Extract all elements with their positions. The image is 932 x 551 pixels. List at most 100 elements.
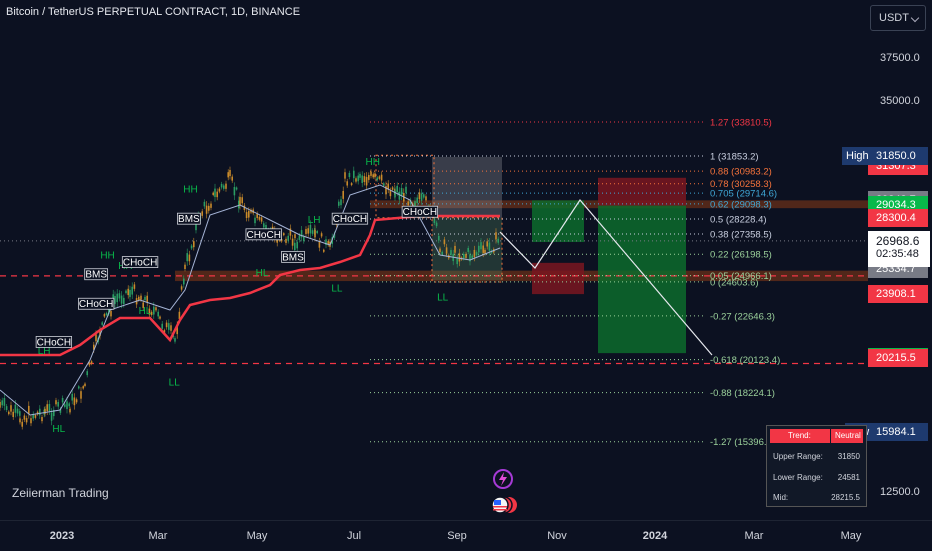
candle-body bbox=[348, 172, 351, 178]
candle-body bbox=[260, 217, 263, 222]
row-label: Lower Range: bbox=[773, 473, 823, 482]
candle-body bbox=[314, 229, 316, 238]
structure-label: HH bbox=[100, 251, 114, 262]
x-tick-label: Mar bbox=[744, 530, 764, 542]
candle-body bbox=[300, 230, 303, 238]
candle-body bbox=[235, 187, 238, 190]
candle-body bbox=[435, 222, 438, 227]
candle-body bbox=[325, 239, 327, 246]
x-tick-label: Mar bbox=[148, 530, 168, 542]
structure-label-box bbox=[84, 268, 109, 281]
candle-body bbox=[376, 177, 378, 181]
structure-label: CHoCH bbox=[123, 258, 157, 269]
candle-body bbox=[138, 296, 140, 300]
candle-body bbox=[127, 288, 129, 296]
candle-body bbox=[486, 241, 488, 247]
candle-body bbox=[307, 228, 309, 234]
candle-body bbox=[318, 241, 321, 248]
structure-label-box bbox=[281, 250, 305, 263]
candle-body bbox=[289, 228, 292, 236]
candle-body bbox=[258, 216, 261, 220]
candle-body bbox=[387, 183, 389, 190]
candle-body bbox=[193, 241, 195, 248]
structure-label: CHoCH bbox=[333, 214, 367, 225]
candle-body bbox=[385, 186, 387, 195]
price-chart[interactable]: 1.27 (33810.5)1 (31853.2)0.88 (30983.2)0… bbox=[0, 0, 868, 520]
candle-body bbox=[208, 205, 210, 211]
candle-body bbox=[480, 242, 482, 250]
lightning-icon[interactable] bbox=[492, 468, 514, 490]
y-tick-label: 37500.0 bbox=[880, 52, 920, 64]
candle-body bbox=[287, 235, 289, 241]
candle-body bbox=[239, 196, 241, 205]
structure-label: BMS bbox=[178, 214, 200, 225]
candle-body bbox=[420, 193, 423, 201]
candle-body bbox=[353, 170, 355, 179]
currency-label: USDT bbox=[879, 12, 909, 24]
candle-body bbox=[294, 242, 296, 251]
candle-body bbox=[414, 201, 416, 209]
candle-body bbox=[68, 403, 70, 407]
candle-body bbox=[64, 404, 66, 407]
candle-body bbox=[433, 219, 436, 224]
candle-body bbox=[8, 411, 10, 415]
candle-body bbox=[370, 171, 372, 176]
candle-body bbox=[467, 247, 469, 252]
candle-body bbox=[484, 249, 486, 254]
candle-body bbox=[294, 234, 296, 239]
range-box-lower bbox=[432, 217, 502, 281]
candle-body bbox=[55, 400, 57, 405]
candle-body bbox=[114, 295, 116, 304]
candle-body bbox=[129, 289, 131, 298]
candle-body bbox=[176, 325, 178, 335]
candle-body bbox=[248, 210, 250, 218]
candle-body bbox=[82, 386, 84, 389]
trailing-line bbox=[0, 184, 501, 416]
candle-body bbox=[123, 297, 125, 305]
candle-body bbox=[69, 408, 71, 413]
fib-level-label: 0.05 (24966.1) bbox=[710, 271, 772, 282]
price-label: 23908.1 bbox=[868, 284, 928, 303]
trend-value: Neutral bbox=[831, 429, 863, 443]
candle-body bbox=[71, 393, 73, 401]
candle-body bbox=[0, 401, 1, 408]
candle-body bbox=[86, 371, 88, 376]
author-watermark: Zeiierman Trading bbox=[12, 486, 109, 500]
candle-body bbox=[210, 203, 212, 208]
candle-body bbox=[225, 183, 227, 189]
table-row: Mid: 28215.5 bbox=[773, 493, 860, 502]
candle-body bbox=[170, 325, 172, 331]
candle-body bbox=[439, 248, 441, 252]
fib-level-label: 0.62 (29098.3) bbox=[710, 199, 772, 210]
range-info-table: Trend: Neutral Upper Range: 31850 Lower … bbox=[766, 425, 867, 507]
candle-body bbox=[50, 412, 53, 421]
candle-body bbox=[473, 249, 476, 258]
candle-body bbox=[25, 418, 28, 423]
structure-label: LH bbox=[38, 346, 51, 357]
candle-body bbox=[227, 172, 229, 178]
candle-body bbox=[73, 397, 76, 406]
price-axis[interactable]: 37500.0 35000.0 12500.0 bbox=[868, 0, 932, 520]
candle-body bbox=[316, 231, 318, 234]
us-flag-events-icon[interactable] bbox=[490, 494, 518, 516]
x-tick-label: Nov bbox=[547, 530, 567, 542]
candle-body bbox=[238, 200, 240, 209]
candle-body bbox=[218, 188, 221, 192]
candle-body bbox=[1, 400, 3, 406]
candle-body bbox=[61, 397, 64, 403]
candle-body bbox=[344, 172, 346, 179]
candle-body bbox=[186, 253, 188, 262]
candle-body bbox=[195, 224, 197, 231]
candle-body bbox=[101, 322, 103, 325]
currency-selector-button[interactable]: USDT bbox=[870, 5, 926, 31]
structure-label: LL bbox=[331, 284, 343, 295]
structure-label: CHoCH bbox=[403, 207, 437, 218]
candle-body bbox=[116, 293, 118, 303]
candle-body bbox=[165, 322, 168, 328]
fib-level-label: -0.88 (18224.1) bbox=[710, 388, 775, 399]
time-axis[interactable]: 2023 Mar May Jul Sep Nov 2024 Mar May bbox=[0, 520, 932, 551]
candle-body bbox=[396, 185, 398, 193]
candle-body bbox=[380, 174, 383, 181]
fib-level-label: 0.5 (28228.4) bbox=[710, 214, 767, 225]
candle-body bbox=[5, 406, 8, 410]
